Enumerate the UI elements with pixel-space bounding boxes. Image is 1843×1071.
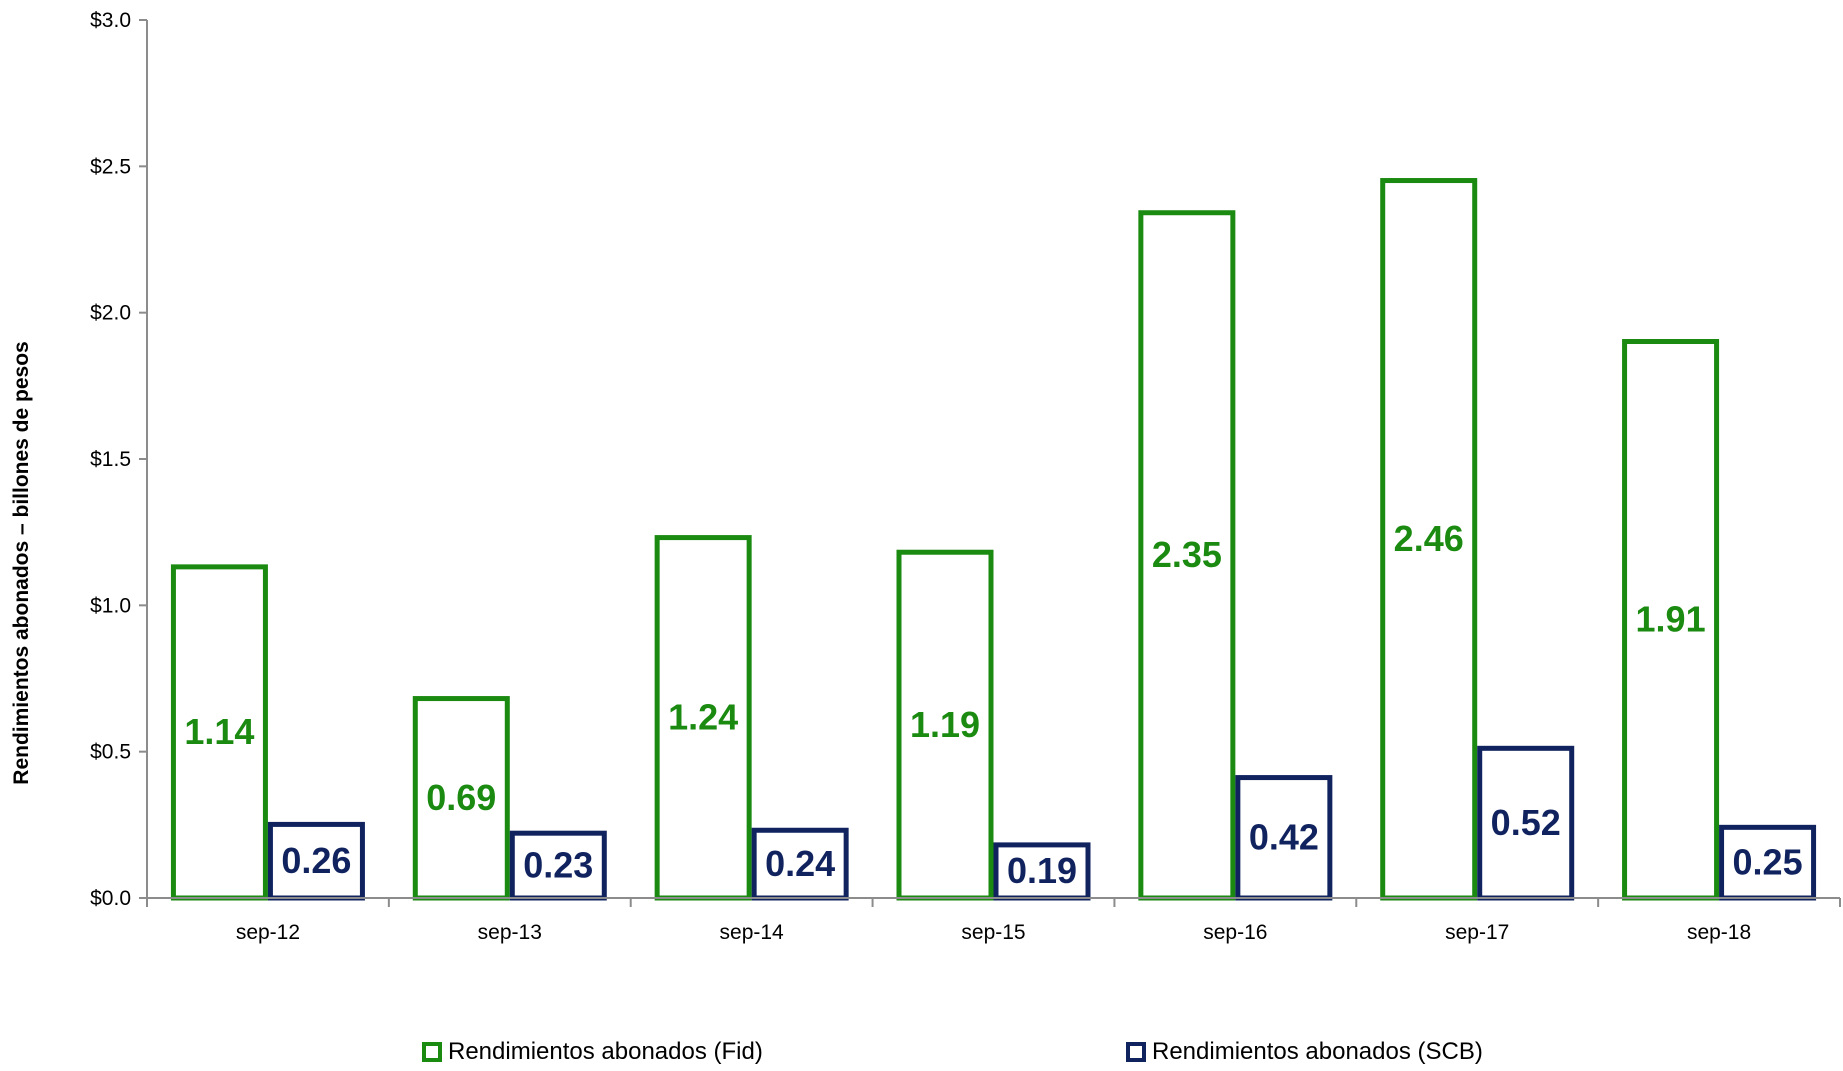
data-label: 0.69 [426,777,496,818]
y-axis-label: Rendimientos abonados – billones de peso… [10,341,33,784]
data-label: 0.23 [523,844,593,885]
data-label: 0.25 [1733,841,1803,882]
data-label: 0.52 [1491,802,1561,843]
data-label: 0.24 [765,843,835,884]
x-tick-label: sep-15 [961,921,1025,944]
x-tick-label: sep-12 [236,921,300,944]
legend-swatch-icon [1126,1042,1146,1062]
data-label: 1.91 [1636,599,1706,640]
y-tick-label: $0.5 [90,741,131,764]
y-tick-label: $2.5 [90,155,131,178]
bar [654,535,752,901]
y-tick-label: $3.0 [90,9,131,32]
legend-item-fid: Rendimientos abonados (Fid) [422,1038,763,1066]
y-tick-label: $2.0 [90,302,131,325]
legend-label: Rendimientos abonados (SCB) [1152,1038,1483,1065]
data-label: 1.14 [184,711,254,752]
y-tick-label: $1.0 [90,594,131,617]
x-tick-label: sep-13 [478,921,542,944]
x-tick-label: sep-16 [1203,921,1267,944]
bar [993,842,1091,901]
y-tick-label: $0.0 [90,887,131,910]
bar [412,696,510,901]
legend-item-scb: Rendimientos abonados (SCB) [1126,1038,1483,1066]
bar [751,827,849,901]
legend-label: Rendimientos abonados (Fid) [448,1038,763,1065]
x-tick-label: sep-14 [720,921,785,944]
bar [896,549,994,901]
bar [1380,178,1478,901]
bar [1235,775,1333,901]
data-label: 2.35 [1152,534,1222,575]
bar [1719,824,1817,901]
data-label: 1.19 [910,704,980,745]
data-label: 0.19 [1007,850,1077,891]
data-label: 2.46 [1394,518,1464,559]
x-tick-label: sep-18 [1687,921,1751,944]
y-tick-label: $1.5 [90,448,131,471]
x-tick-label: sep-17 [1445,921,1509,944]
legend-swatch-icon [422,1042,442,1062]
bar [267,821,365,901]
bar [1477,745,1575,901]
data-label: 1.24 [668,697,738,738]
data-label: 0.42 [1249,817,1319,858]
data-label: 0.26 [281,840,351,881]
